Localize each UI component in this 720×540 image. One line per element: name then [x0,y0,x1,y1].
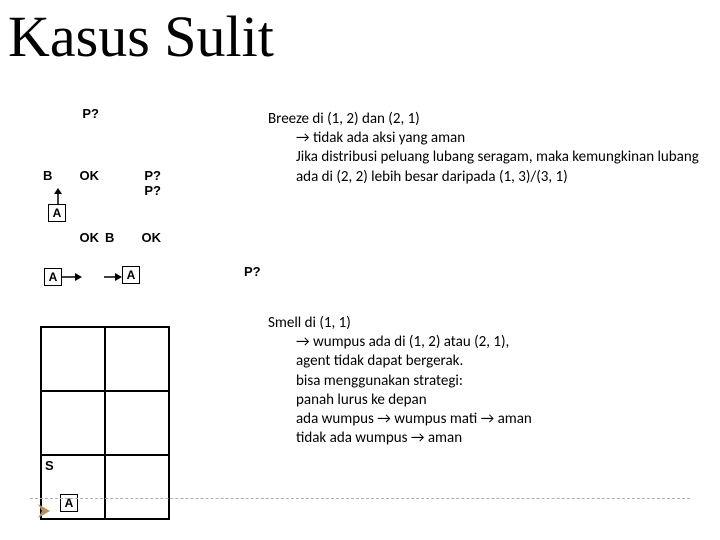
wumpus-grid-2: S A [40,326,170,520]
cell-2-2: P? P? [102,166,164,228]
cell-1-3: P? [40,104,102,166]
arrow-right-icon [62,272,82,282]
text-line: Smell di (1, 1) [268,314,708,333]
agent-marker: A [44,268,62,286]
agent-marker: A [122,266,140,284]
cell-2-1b [105,455,169,519]
stench-label: S [45,458,54,473]
ok-label: OK [80,168,100,183]
arrow-up-icon [53,188,63,204]
ok-label: OK [80,230,100,245]
cell-3-1 [164,228,226,290]
text-line: → wumpus ada di (1, 2) atau (2, 1), [296,333,708,352]
cell-1-2b [41,391,105,455]
pit-query-label: P? [82,106,99,121]
bullet-arrow-icon [38,504,52,518]
arrow-right-icon [104,272,122,282]
text-line: → tidak ada aksi yang aman [296,129,708,148]
cell-1-1: OK A [40,228,102,290]
page-title: Kasus Sulit [8,8,274,66]
cell-2-3 [102,104,164,166]
agent-marker: A [60,494,78,512]
cell-2-2b [105,391,169,455]
text-line: agent tidak dapat bergerak. [296,352,708,371]
cell-1-3b [41,327,105,391]
cell-3-3 [164,104,226,166]
cell-2-3b [105,327,169,391]
pit-query-label: P? [144,183,161,198]
footer-divider [30,498,690,499]
text-line: bisa menggunakan strategi: [296,372,708,391]
text-line: tidak ada wumpus → aman [296,429,708,448]
breeze-label: B [105,230,114,245]
text-line: Jika distribusi peluang lubang seragam, … [296,148,708,186]
agent-marker: A [48,204,66,222]
text-line: panah lurus ke depan [296,391,708,410]
ok-label: OK [142,230,162,245]
wumpus-grid-1: P? B OK A P? P? OK A [40,104,226,290]
breeze-label: B [43,168,52,183]
pit-query-label: P? [144,168,161,183]
cell-1-2: B OK A [40,166,102,228]
text-line: ada wumpus → wumpus mati → aman [296,410,708,429]
pit-query-outside: P? [244,264,261,279]
text-line: Breeze di (1, 2) dan (2, 1) [268,110,708,129]
explanation-smell: Smell di (1, 1) → wumpus ada di (1, 2) a… [268,314,708,448]
cell-2-1: B OK A [102,228,164,290]
explanation-breeze: Breeze di (1, 2) dan (2, 1) → tidak ada … [268,110,708,187]
cell-3-2 [164,166,226,228]
